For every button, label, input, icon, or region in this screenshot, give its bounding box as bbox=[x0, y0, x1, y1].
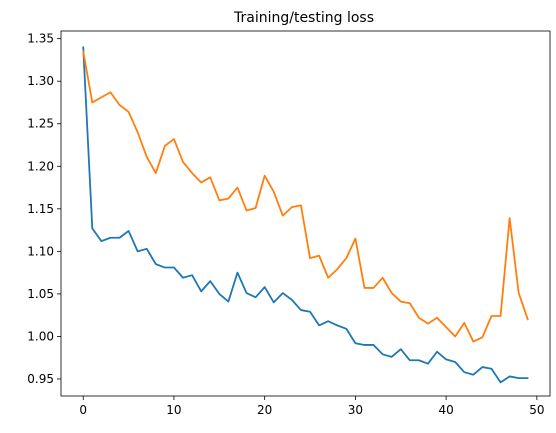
y-tick-label: 1.00 bbox=[27, 329, 54, 343]
x-tick-label: 40 bbox=[438, 403, 453, 417]
chart-title: Training/testing loss bbox=[233, 10, 374, 26]
series-line-2 bbox=[82, 50, 529, 343]
y-tick-label: 0.95 bbox=[27, 372, 54, 386]
y-tick-label: 1.20 bbox=[27, 159, 54, 173]
y-tick-label: 1.35 bbox=[27, 32, 54, 46]
x-tick-label: 50 bbox=[529, 403, 544, 417]
axes: 0 10 20 30 40 50 0.95 1.00 1.05 1.10 1.15 1.20 1.25 1… bbox=[27, 30, 551, 417]
y-tick-label: 1.25 bbox=[27, 117, 54, 131]
y-tick-label: 1.05 bbox=[27, 287, 54, 301]
y-tick-label: 1.10 bbox=[27, 244, 54, 258]
x-tick-label: 10 bbox=[166, 403, 181, 417]
axes-frame bbox=[60, 30, 551, 397]
y-tick-label: 1.15 bbox=[27, 202, 54, 216]
series-line-1 bbox=[82, 46, 529, 384]
x-tick-label: 30 bbox=[348, 403, 363, 417]
y-tick-label: 1.30 bbox=[27, 74, 54, 88]
x-tick-label: 0 bbox=[79, 403, 87, 417]
x-tick-label: 20 bbox=[257, 403, 272, 417]
plot-area bbox=[82, 46, 529, 384]
